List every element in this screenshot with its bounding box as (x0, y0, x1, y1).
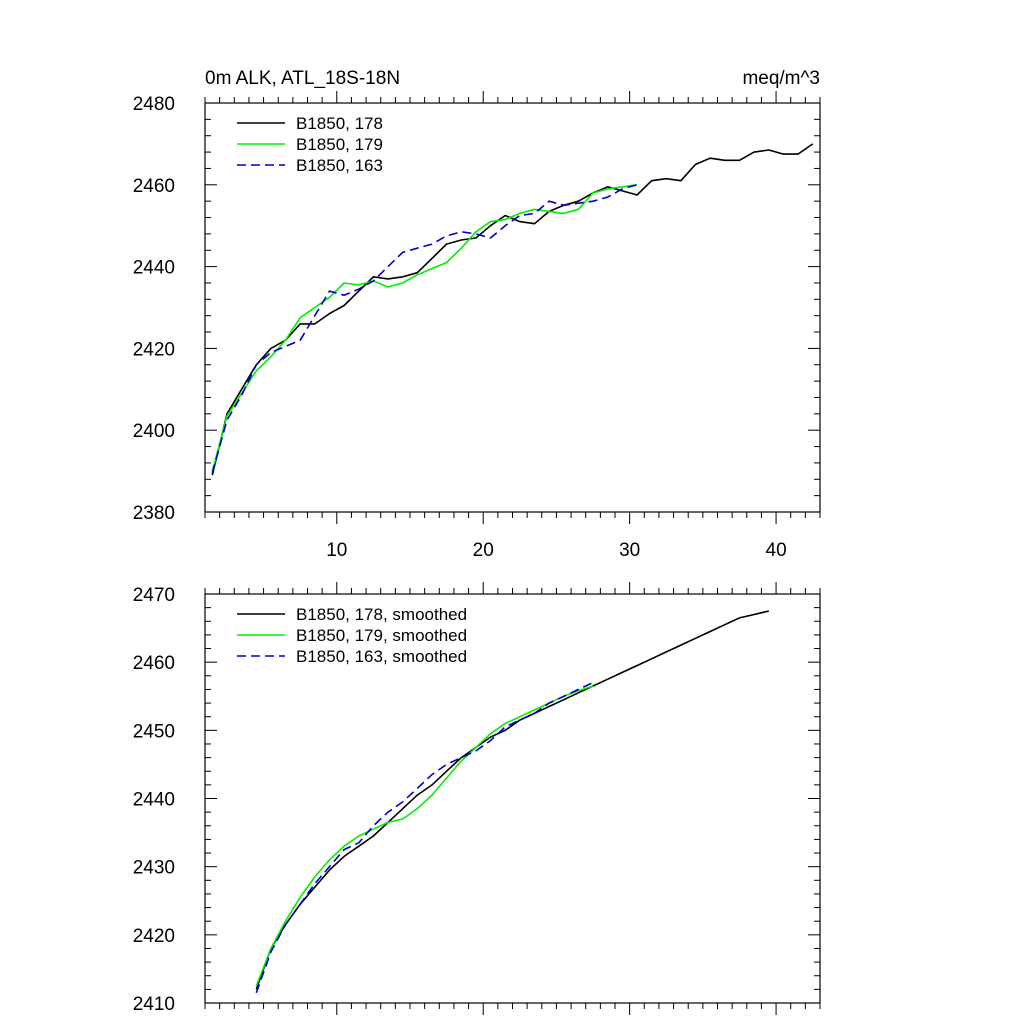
legend-label-1: B1850, 178, smoothed (296, 605, 467, 624)
legend-label-2: B1850, 179 (296, 135, 383, 154)
y-tick-label: 2440 (133, 790, 175, 811)
y-tick-label: 2480 (133, 94, 175, 115)
legend-label-3: B1850, 163, smoothed (296, 647, 467, 666)
series-line-1 (211, 143, 814, 476)
y-tick-label: 2450 (133, 721, 175, 742)
series-line-3 (211, 184, 638, 474)
y-tick-label: 2460 (133, 176, 175, 197)
y-tick-label: 2410 (133, 994, 175, 1015)
series-line-1 (255, 610, 769, 990)
y-tick-label: 2440 (133, 258, 175, 279)
legend-label-2: B1850, 179, smoothed (296, 626, 467, 645)
y-tick-label: 2420 (133, 926, 175, 947)
units-label: meq/m^3 (742, 68, 820, 89)
x-tick-label: 30 (619, 540, 640, 561)
y-tick-label: 2400 (133, 421, 175, 442)
y-tick-label: 2460 (133, 653, 175, 674)
top-panel: 0m ALK, ATL_18S-18N meq/m^3 2380 2400 2420… (133, 68, 821, 561)
y-tick-label: 2420 (133, 339, 175, 360)
x-tick-label: 20 (473, 540, 494, 561)
bottom-panel: 2410 2420 2430 2440 2450 2460 2470 B1850, 178, … (133, 582, 821, 1015)
y-tick-label: 2430 (133, 858, 175, 879)
legend-label-1: B1850, 178 (296, 114, 383, 133)
y-tick-label: 2470 (133, 585, 175, 606)
series-line-3 (255, 681, 594, 994)
y-tick-label: 2380 (133, 503, 175, 524)
x-tick-label: 10 (326, 540, 347, 561)
x-tick-label: 40 (766, 540, 787, 561)
chart-title: 0m ALK, ATL_18S-18N (205, 68, 400, 89)
legend-label-3: B1850, 163 (296, 156, 383, 175)
series-line-2 (211, 184, 638, 472)
series-line-2 (255, 685, 594, 987)
